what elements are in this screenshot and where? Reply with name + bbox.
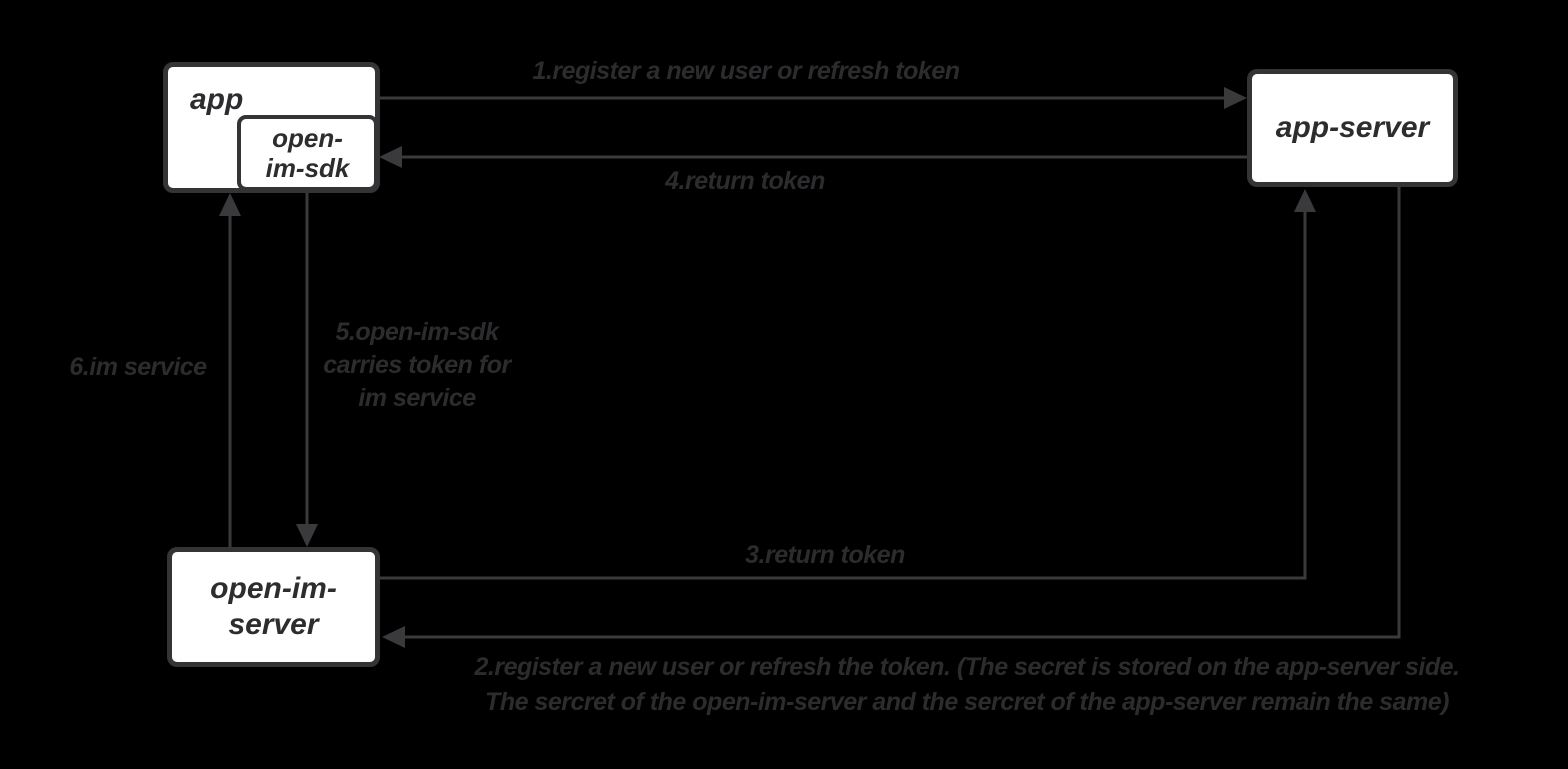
arrow-2-head bbox=[382, 626, 405, 648]
edge-label-5: 5.open-im-sdk carries token for im servi… bbox=[297, 316, 537, 415]
node-open-im-server-label-line2: server bbox=[228, 608, 319, 641]
edge-label-2: 2.register a new user or refresh the tok… bbox=[397, 650, 1537, 720]
edge-label-3: 3.return token bbox=[745, 541, 905, 569]
node-app-label: app bbox=[190, 83, 244, 116]
edge-label-1: 1.register a new user or refresh token bbox=[532, 57, 960, 85]
node-app-server: app-server bbox=[1247, 69, 1458, 187]
arrow-1-head bbox=[1224, 87, 1247, 109]
edge-label-5-line1: 5.open-im-sdk bbox=[335, 318, 499, 346]
edge-label-2-line2: The sercret of the open-im-server and th… bbox=[485, 688, 1449, 716]
edge-label-5-line2: carries token for bbox=[323, 351, 511, 379]
arrow-4-head bbox=[379, 146, 402, 168]
edge-label-2-line1: 2.register a new user or refresh the tok… bbox=[474, 653, 1460, 681]
arrow-5-head bbox=[296, 524, 318, 547]
edge-label-4: 4.return token bbox=[665, 167, 825, 195]
arrow-2-line bbox=[404, 187, 1401, 639]
node-open-im-sdk-label-line2: im-sdk bbox=[265, 153, 350, 183]
edge-label-6: 6.im service bbox=[69, 353, 207, 381]
arrow-3-line bbox=[380, 210, 1307, 580]
node-open-im-server: open-im- server bbox=[167, 547, 380, 667]
node-open-im-server-label-line1: open-im- bbox=[210, 572, 337, 605]
node-app-server-label: app-server bbox=[1275, 111, 1430, 144]
node-open-im-sdk: open- im-sdk bbox=[237, 115, 378, 191]
arrow-3-head bbox=[1294, 189, 1316, 212]
arrow-6-head bbox=[219, 193, 241, 216]
edge-label-5-line3: im service bbox=[358, 384, 476, 412]
node-open-im-sdk-label-line1: open- bbox=[272, 123, 343, 153]
